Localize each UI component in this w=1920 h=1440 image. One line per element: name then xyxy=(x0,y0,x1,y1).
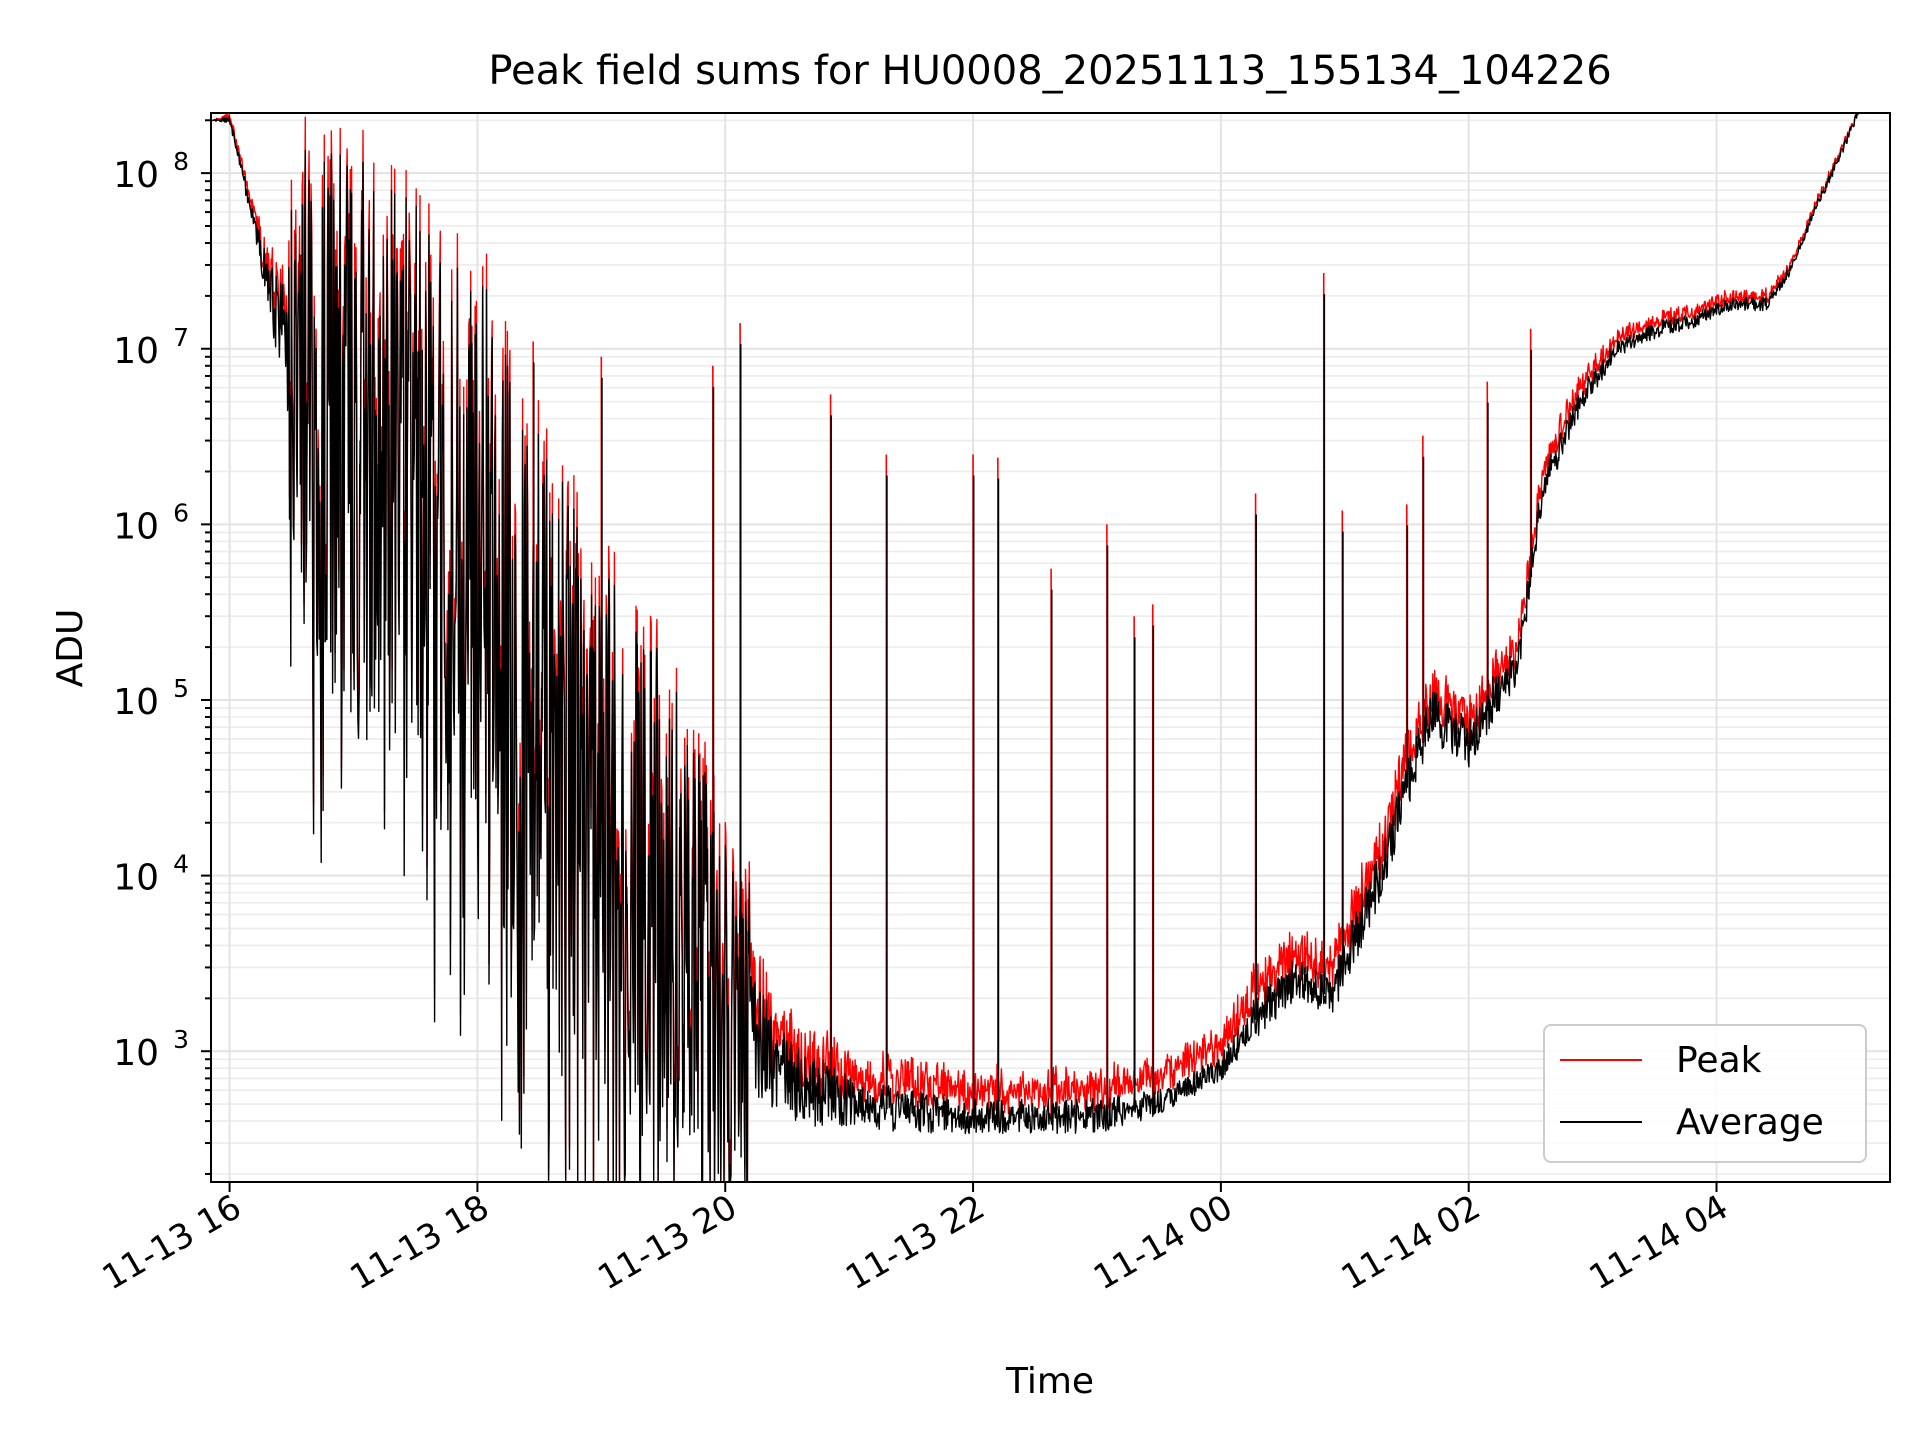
y-tick-exponent: 5 xyxy=(173,674,189,703)
x-tick-label: 11-13 16 xyxy=(96,1187,248,1298)
y-tick-label: 10 xyxy=(113,331,159,372)
y-tick-exponent: 6 xyxy=(173,498,189,527)
x-tick-label: 11-14 02 xyxy=(1335,1187,1487,1298)
y-tick-exponent: 8 xyxy=(173,147,189,176)
y-tick-exponent: 7 xyxy=(173,323,189,352)
x-tick-label: 11-13 20 xyxy=(591,1187,743,1298)
legend: Peak Average xyxy=(1543,1024,1867,1163)
y-tick-label: 10 xyxy=(113,506,159,547)
x-tick-label: 11-14 04 xyxy=(1583,1187,1735,1298)
y-tick-label: 10 xyxy=(113,1033,159,1074)
y-tick-label: 10 xyxy=(113,858,159,899)
x-tick-label: 11-14 00 xyxy=(1087,1187,1239,1298)
y-axis: 10 3 10 4 10 5 10 6 10 7 10 8 xyxy=(113,119,211,1175)
series-average-line xyxy=(212,112,1860,1183)
chart-title: Peak field sums for HU0008_20251113_1551… xyxy=(488,48,1611,94)
average-series-path xyxy=(212,112,1860,1183)
x-tick-label: 11-13 18 xyxy=(344,1187,496,1298)
legend-average-label: Average xyxy=(1676,1102,1824,1143)
y-tick-exponent: 4 xyxy=(173,850,189,879)
y-tick-exponent: 3 xyxy=(173,1025,189,1054)
x-tick-label: 11-13 22 xyxy=(839,1187,991,1298)
legend-peak-label: Peak xyxy=(1676,1040,1762,1081)
y-tick-label: 10 xyxy=(113,682,159,723)
y-axis-label: ADU xyxy=(50,609,91,688)
y-tick-label: 10 xyxy=(113,155,159,196)
x-axis: 11-13 16 11-13 18 11-13 20 11-13 22 11-14 00… xyxy=(96,1182,1735,1298)
x-axis-label: Time xyxy=(1005,1361,1094,1402)
